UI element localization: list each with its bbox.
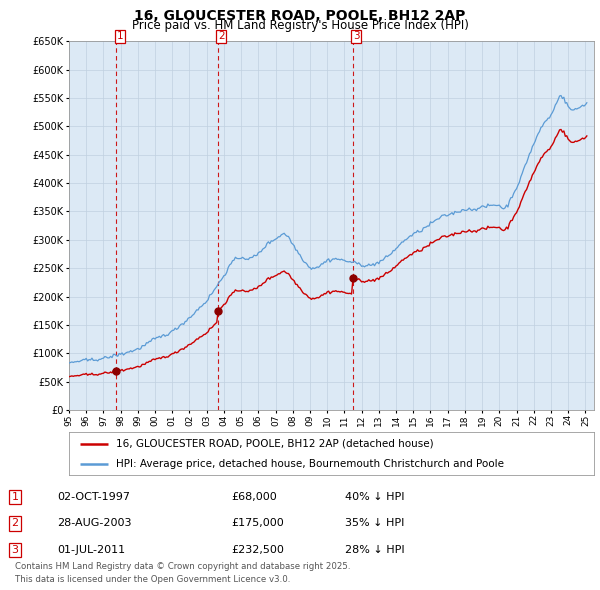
Text: 28% ↓ HPI: 28% ↓ HPI [345,545,404,555]
Text: £232,500: £232,500 [231,545,284,555]
Text: £175,000: £175,000 [231,519,284,528]
Text: This data is licensed under the Open Government Licence v3.0.: This data is licensed under the Open Gov… [15,575,290,584]
Text: 3: 3 [11,545,19,555]
Text: 2: 2 [218,31,224,41]
Text: 35% ↓ HPI: 35% ↓ HPI [345,519,404,528]
Text: 40% ↓ HPI: 40% ↓ HPI [345,492,404,502]
Text: 1: 1 [116,31,123,41]
Text: HPI: Average price, detached house, Bournemouth Christchurch and Poole: HPI: Average price, detached house, Bour… [116,459,504,469]
Text: 16, GLOUCESTER ROAD, POOLE, BH12 2AP (detached house): 16, GLOUCESTER ROAD, POOLE, BH12 2AP (de… [116,439,434,449]
Text: £68,000: £68,000 [231,492,277,502]
Text: Contains HM Land Registry data © Crown copyright and database right 2025.: Contains HM Land Registry data © Crown c… [15,562,350,571]
Text: 02-OCT-1997: 02-OCT-1997 [57,492,130,502]
Text: 01-JUL-2011: 01-JUL-2011 [57,545,125,555]
Text: 16, GLOUCESTER ROAD, POOLE, BH12 2AP: 16, GLOUCESTER ROAD, POOLE, BH12 2AP [134,9,466,23]
Text: 1: 1 [11,492,19,502]
Text: 2: 2 [11,519,19,528]
Text: 3: 3 [353,31,359,41]
Text: 28-AUG-2003: 28-AUG-2003 [57,519,131,528]
Text: Price paid vs. HM Land Registry's House Price Index (HPI): Price paid vs. HM Land Registry's House … [131,19,469,32]
